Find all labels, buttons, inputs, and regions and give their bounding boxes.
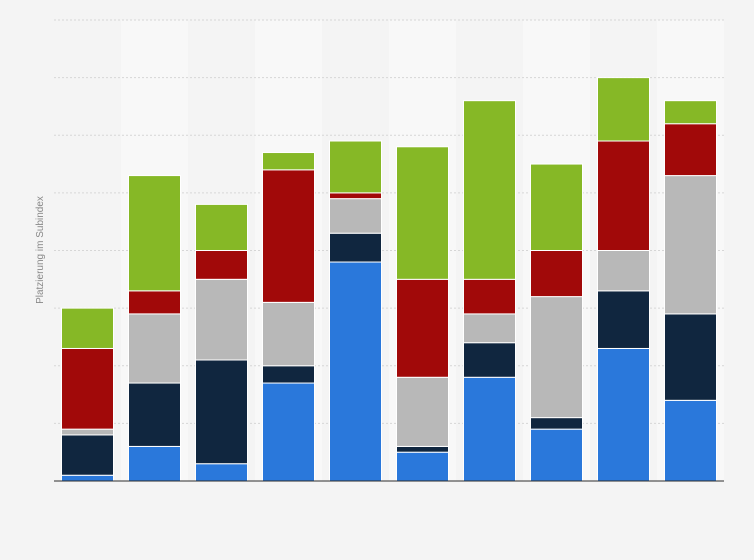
bar-segment <box>195 278 248 361</box>
bar-segment <box>597 290 650 349</box>
bar-segment <box>195 463 248 482</box>
bar-segment <box>128 382 181 447</box>
bar-segment <box>597 250 650 292</box>
bar-segment <box>128 313 181 384</box>
bar-segment <box>262 382 315 482</box>
bar-segment <box>195 250 248 280</box>
bar-segment <box>329 198 382 234</box>
bar-segment <box>530 417 583 430</box>
bar-segment <box>463 376 516 482</box>
bar-segment <box>597 347 650 482</box>
bar-segment <box>463 342 516 378</box>
bar-segment <box>463 313 516 344</box>
bar-segment <box>195 359 248 465</box>
bar-segment <box>463 278 516 315</box>
bar-segment <box>530 250 583 298</box>
bar-segment <box>396 278 449 378</box>
bar-segment <box>128 290 181 315</box>
bar-segment <box>396 146 449 280</box>
bar-segment <box>329 192 382 200</box>
bar-segment <box>262 152 315 171</box>
bar-segments <box>61 77 717 482</box>
bar-segment <box>61 307 114 349</box>
bar-segment <box>128 445 181 482</box>
bar-segment <box>530 296 583 419</box>
bar-segment <box>262 301 315 367</box>
bar-segment <box>329 232 382 263</box>
bar-segment <box>262 365 315 384</box>
bar-segment <box>597 77 650 142</box>
bar-segment <box>664 123 717 177</box>
bar-segment <box>396 451 449 482</box>
bar-segment <box>61 474 114 482</box>
bar-segment <box>463 100 516 280</box>
bar-segment <box>61 434 114 476</box>
bar-segment <box>664 175 717 315</box>
bar-segment <box>329 261 382 482</box>
bar-segment <box>128 175 181 292</box>
bar-segment <box>597 140 650 251</box>
bar-segment <box>664 100 717 125</box>
bar-segment <box>262 169 315 303</box>
y-axis-label: Platzierung im Subindex <box>35 196 46 304</box>
bar-segment <box>664 313 717 401</box>
bar-segment <box>396 445 449 453</box>
bar-segment <box>530 428 583 482</box>
bar-segment <box>195 203 248 251</box>
bar-segment <box>530 163 583 251</box>
bar-segment <box>664 399 717 482</box>
bar-segment <box>396 376 449 447</box>
bar-segment <box>61 428 114 436</box>
bar-segment <box>329 140 382 194</box>
bar-segment <box>61 347 114 430</box>
